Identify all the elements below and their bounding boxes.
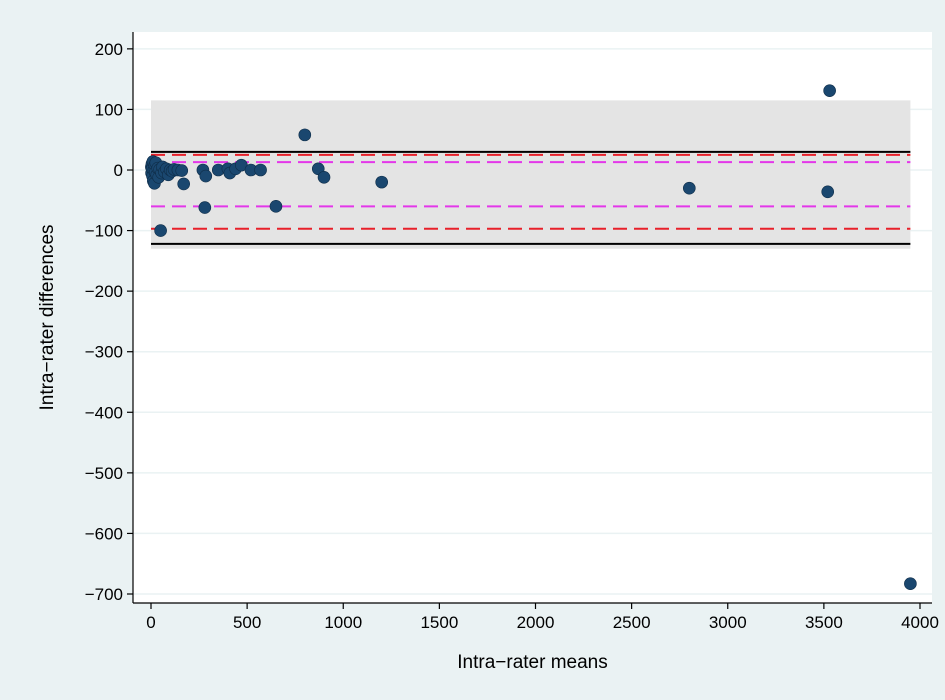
y-axis-title: Intra−rater differences (37, 224, 58, 410)
data-point (269, 200, 283, 213)
x-tick-label: 3000 (709, 613, 747, 632)
x-tick-label: 1500 (420, 613, 458, 632)
data-point (317, 170, 331, 184)
data-point (198, 201, 212, 214)
data-point (904, 577, 917, 591)
data-point (175, 164, 189, 177)
data-point (254, 163, 267, 177)
x-tick-label: 2000 (517, 613, 555, 632)
data-point (298, 128, 312, 142)
y-tick-label: −400 (85, 403, 123, 422)
y-tick-label: 0 (114, 161, 123, 180)
y-tick-label: 200 (95, 40, 123, 59)
data-point (199, 169, 213, 183)
data-point (821, 185, 835, 199)
x-axis-title: Intra−rater means (457, 652, 608, 673)
y-tick-label: −700 (85, 585, 123, 604)
data-point (823, 84, 836, 97)
data-point (177, 177, 190, 191)
limits-band (151, 100, 911, 249)
data-point (154, 224, 167, 237)
x-tick-label: 3500 (805, 613, 843, 632)
data-points (145, 84, 917, 591)
x-tick-label: 500 (233, 613, 261, 632)
x-tick-label: 1000 (324, 613, 362, 632)
data-point (375, 175, 389, 189)
y-tick-label: −500 (85, 464, 123, 483)
shaded-band (151, 100, 911, 249)
x-tick-label: 0 (146, 613, 155, 632)
data-point (682, 181, 696, 195)
y-tick-label: 100 (95, 100, 123, 119)
y-tick-label: −100 (85, 222, 123, 241)
y-tick-label: −600 (85, 524, 123, 543)
y-tick-label: −200 (85, 282, 123, 301)
x-tick-label: 2500 (613, 613, 651, 632)
y-tick-label: −300 (85, 343, 123, 362)
x-tick-label: 4000 (901, 613, 939, 632)
